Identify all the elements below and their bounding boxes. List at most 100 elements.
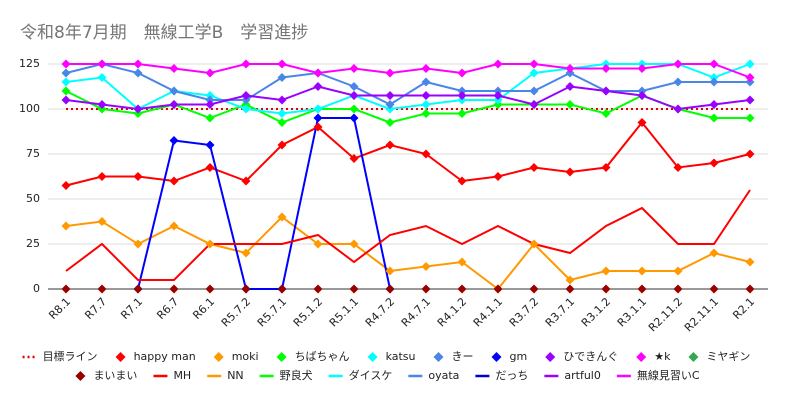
point [241,59,251,69]
legend-item: だっち [475,369,528,382]
legend-label: gm [510,350,528,363]
point [61,181,71,190]
point [565,82,575,91]
point [277,140,287,150]
x-tick-label: R4.7.1 [399,295,433,329]
point [709,284,719,294]
point [709,248,719,258]
point [241,248,251,258]
point [457,284,467,294]
point [601,163,611,172]
legend-label: きー [452,350,474,363]
point [133,59,143,69]
y-tick-label: 50 [26,192,40,205]
x-tick-label: R7.1 [118,295,145,322]
point [205,113,215,123]
point [529,239,539,249]
legend-label: ちばちゃん [295,350,350,363]
point [457,176,467,186]
legend-item: oyata [408,369,459,382]
legend-item: MH [153,369,191,382]
x-tick-label: R6.1 [190,295,217,322]
legend-label: 野良犬 [280,368,313,382]
point [601,266,611,276]
point [637,64,647,73]
point [205,284,215,294]
legend-marker [367,352,378,362]
x-tick-label: R3.7.2 [507,295,541,329]
legend-label: happy man [134,350,196,363]
series-line [66,63,751,79]
point [601,284,611,294]
legend-item: ミヤギン [688,350,750,363]
x-tick-label: R2.11.1 [682,295,721,334]
legend-marker [433,352,444,362]
point [709,113,719,123]
point [493,91,503,100]
point [529,163,539,172]
x-tick-label: R5.1.1 [327,295,361,329]
y-tick-label: 100 [19,102,40,115]
point [673,104,683,114]
legend-label: 目標ライン [43,349,98,363]
legend-item: moki [213,350,259,363]
legend-label: moki [232,350,259,363]
point [529,68,539,78]
point [277,59,287,69]
point [421,109,431,118]
point [385,266,395,276]
point [205,100,215,109]
point [61,77,71,87]
point [349,82,359,91]
point [205,68,215,78]
point [241,104,251,114]
point [673,59,683,69]
point [313,68,323,78]
point [385,118,395,127]
point [565,284,575,294]
point [313,113,323,123]
point [313,82,323,91]
point [169,100,179,109]
x-tick-label: R4.7.2 [363,295,397,329]
point [277,95,287,105]
legend-item: ダイスケ [328,368,392,382]
point [277,284,287,294]
point [421,149,431,159]
point [97,73,107,82]
legend-item: ひできんぐ [545,350,618,363]
point [637,284,647,294]
point [349,154,359,163]
point [673,266,683,276]
point [169,86,179,96]
point [169,176,179,186]
point [493,284,503,294]
point [61,95,71,105]
legend-item: ちばちゃん [276,350,350,363]
x-tick-label: R4.1.1 [471,295,505,329]
legend-marker [688,352,699,362]
series-line [65,189,751,281]
legend-label: oyata [428,369,459,382]
point [349,64,359,73]
x-tick-label: R5.7.1 [255,295,289,329]
y-tick-label: 25 [26,237,40,250]
y-tick-label: 0 [33,282,40,295]
point [745,257,755,267]
point [565,100,575,109]
point [745,73,755,82]
legend-marker [276,352,287,362]
point [205,239,215,249]
y-tick-label: 75 [26,147,40,160]
series-line [137,117,391,290]
point [457,68,467,78]
point [421,91,431,100]
point [529,100,539,109]
point [565,167,575,177]
point [349,91,359,100]
point [565,275,575,285]
x-tick-label: R8.1 [46,295,73,322]
point [61,284,71,294]
legend-label: ひできんぐ [563,350,618,363]
